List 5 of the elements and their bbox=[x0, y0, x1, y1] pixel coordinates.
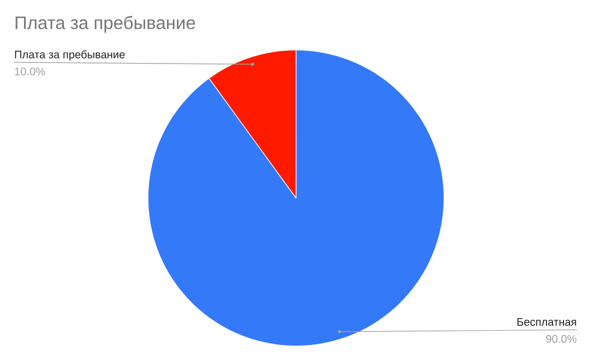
slice-label: Бесплатная bbox=[517, 318, 576, 326]
slice-label: Плата за пребывание bbox=[15, 50, 125, 61]
data-label: 10.0% bbox=[15, 68, 45, 76]
chart-title: Плата за пребывание bbox=[16, 16, 195, 33]
data-label: 90.0% bbox=[546, 335, 576, 343]
